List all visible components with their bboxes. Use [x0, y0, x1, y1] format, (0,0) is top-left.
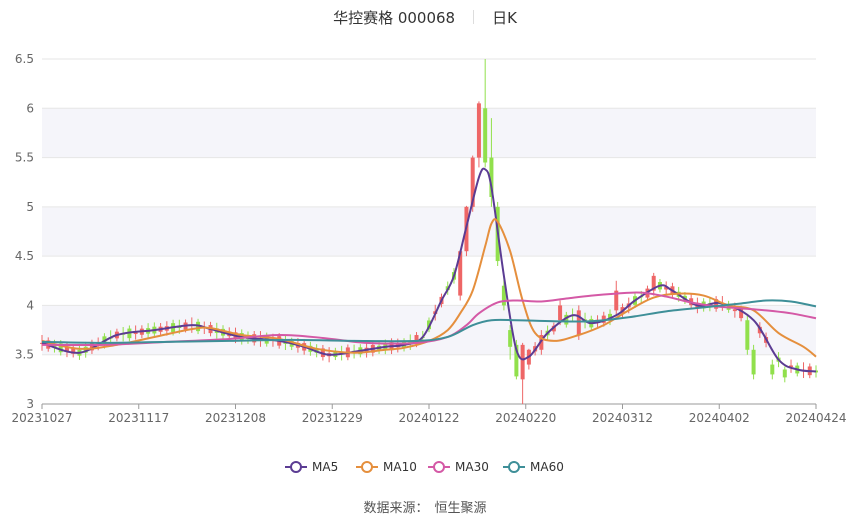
y-tick-label: 6	[26, 101, 34, 115]
legend-item-ma10[interactable]: MA10	[356, 460, 417, 474]
x-tick-label: 20240312	[592, 411, 653, 425]
stock-title: 华控赛格 000068	[333, 8, 456, 27]
candle-body	[520, 344, 525, 380]
y-tick-label: 5	[26, 200, 34, 214]
legend-marker	[508, 461, 520, 473]
y-tick-label: 6.5	[15, 52, 34, 66]
candle-body	[64, 347, 69, 352]
ma60-line	[41, 299, 817, 344]
ma5-line	[41, 167, 817, 373]
candle-body	[558, 305, 563, 321]
x-axis-labels: 20231027 20231117 20231208 20231229 20240122…	[11, 404, 847, 425]
candle-body	[501, 285, 506, 306]
candle-body	[564, 314, 569, 325]
candle-body	[651, 275, 656, 291]
candle-body	[489, 157, 494, 197]
legend-label: MA5	[312, 460, 338, 474]
x-tick-label: 20231208	[205, 411, 266, 425]
x-tick-label: 20240424	[785, 411, 846, 425]
legend-marker	[290, 461, 302, 473]
candle-body	[614, 290, 619, 311]
y-tick-label: 4.5	[15, 249, 34, 263]
candle-body	[751, 349, 756, 375]
candle-body	[408, 341, 413, 344]
candle-body	[58, 343, 63, 353]
period-label: 日K	[492, 8, 517, 27]
y-tick-label: 4	[26, 298, 34, 312]
chart-header: 华控赛格 000068 日K	[0, 6, 850, 28]
candle-body	[745, 320, 750, 350]
x-tick-label: 20240122	[398, 411, 459, 425]
y-tick-label: 5.5	[15, 151, 34, 165]
header-divider	[473, 10, 475, 24]
ma10-line	[41, 218, 817, 358]
candle-body	[414, 335, 419, 345]
x-tick-label: 20240220	[495, 411, 556, 425]
source-label: 数据来源：	[363, 501, 429, 516]
candle-body	[739, 308, 744, 319]
candle-body	[664, 286, 669, 290]
grid-band	[42, 206, 816, 257]
candle-body	[71, 348, 76, 354]
legend-label: MA10	[383, 460, 417, 474]
legend-item-ma30[interactable]: MA30	[428, 460, 489, 474]
candle-body	[52, 345, 57, 348]
moving-average-lines	[41, 167, 817, 373]
y-tick-label: 3	[26, 397, 34, 411]
candle-body	[470, 157, 475, 207]
grid-band	[42, 108, 816, 158]
candle-body	[458, 251, 463, 296]
legend-marker	[433, 461, 445, 473]
candle-body	[508, 330, 513, 347]
data-source: 数据来源： 恒生聚源	[0, 497, 850, 516]
legend-item-ma60[interactable]: MA60	[503, 460, 564, 474]
candle-body	[789, 365, 794, 367]
candle-body	[89, 343, 94, 351]
legend-label: MA60	[530, 460, 564, 474]
y-axis-labels: 3 3.5 4 4.5 5 5.5 6 6.5	[15, 52, 34, 411]
candle-body	[770, 364, 775, 375]
legend-item-ma5[interactable]: MA5	[285, 460, 338, 474]
x-tick-label: 20231117	[108, 411, 169, 425]
candle-body	[782, 369, 787, 378]
source-value: 恒生聚源	[434, 501, 487, 516]
y-tick-label: 3.5	[15, 348, 34, 362]
candle-body	[476, 103, 481, 158]
x-tick-label: 20240402	[689, 411, 750, 425]
candle-body	[483, 108, 488, 163]
candle-body	[514, 344, 519, 377]
legend-marker	[361, 461, 373, 473]
candle-body	[732, 309, 737, 312]
legend[interactable]: MA5 MA10 MA30 MA60	[285, 460, 564, 474]
candle-body	[576, 310, 581, 335]
x-tick-label: 20231027	[11, 411, 72, 425]
x-tick-label: 20231229	[302, 411, 363, 425]
legend-label: MA30	[455, 460, 489, 474]
